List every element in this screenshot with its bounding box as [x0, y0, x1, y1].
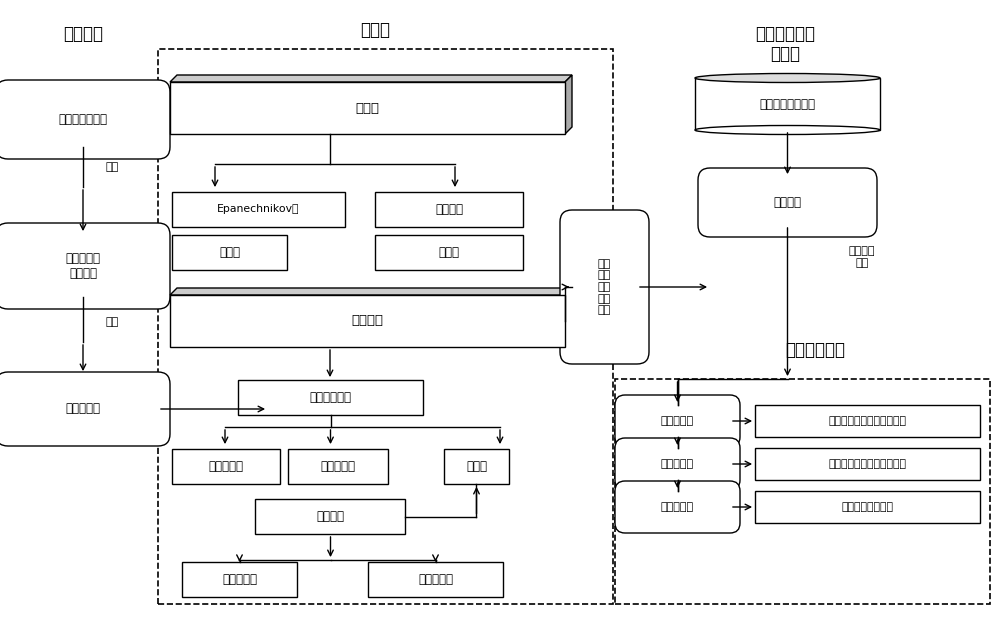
Ellipse shape	[695, 126, 880, 134]
Bar	[615, 379, 990, 604]
Ellipse shape	[695, 73, 880, 83]
Polygon shape	[565, 288, 572, 347]
Text: 质量控制试验
与分析: 质量控制试验 与分析	[755, 25, 815, 63]
Text: 检错率验证: 检错率验证	[661, 502, 694, 512]
Text: 地面气温观测资料: 地面气温观测资料	[760, 98, 816, 111]
Text: 白适应方法: 白适应方法	[418, 573, 453, 586]
Bar	[375, 192, 523, 227]
FancyBboxPatch shape	[698, 168, 877, 237]
Text: 单站点及多站点基础性试验: 单站点及多站点基础性试验	[829, 416, 907, 426]
Text: 粒子群方法: 粒子群方法	[222, 573, 257, 586]
Text: 核回归方法: 核回归方法	[66, 402, 100, 415]
Text: 交错鉴定法: 交错鉴定法	[208, 460, 243, 473]
Bar	[172, 235, 287, 270]
Polygon shape	[170, 288, 572, 295]
Bar	[170, 82, 565, 134]
Bar	[755, 405, 980, 437]
Bar	[288, 449, 388, 484]
FancyBboxPatch shape	[615, 395, 740, 447]
Text: 数学推导方式: 数学推导方式	[310, 391, 352, 404]
Text: 高斯核: 高斯核	[438, 246, 460, 259]
Text: 常用: 常用	[105, 317, 118, 327]
Text: 插入法: 插入法	[466, 460, 487, 473]
Bar	[695, 78, 880, 130]
Text: 回归预测: 回归预测	[774, 196, 802, 209]
Text: 窗宽选择: 窗宽选择	[351, 315, 383, 328]
Text: 双权重核: 双权重核	[435, 203, 463, 216]
FancyBboxPatch shape	[0, 372, 170, 446]
Bar	[182, 562, 297, 597]
Text: 优越性验证: 优越性验证	[661, 459, 694, 469]
FancyBboxPatch shape	[560, 210, 649, 364]
Text: 质量控制需求: 质量控制需求	[785, 341, 845, 359]
Text: 关键点: 关键点	[360, 21, 390, 39]
Text: 权函数回归
估计方法: 权函数回归 估计方法	[66, 252, 100, 280]
Text: 延伸: 延伸	[105, 162, 118, 172]
Bar	[755, 491, 980, 523]
FancyBboxPatch shape	[0, 80, 170, 159]
Bar	[172, 192, 345, 227]
Text: 三角核: 三角核	[219, 246, 240, 259]
Bar	[170, 295, 565, 347]
Polygon shape	[565, 75, 572, 134]
Bar	[255, 499, 405, 534]
Bar	[755, 448, 980, 480]
Bar	[172, 449, 280, 484]
Text: 改进试验及对比试验与分析: 改进试验及对比试验与分析	[829, 459, 907, 469]
Text: Epanechnikov核: Epanechnikov核	[217, 205, 300, 215]
FancyBboxPatch shape	[0, 223, 170, 309]
FancyBboxPatch shape	[615, 481, 740, 533]
Bar	[368, 562, 503, 597]
Bar	[375, 235, 523, 270]
Bar	[444, 449, 509, 484]
Text: 回归方法
应用: 回归方法 应用	[849, 246, 875, 268]
Text: 惩罚函数法: 惩罚函数法	[320, 460, 356, 473]
Text: 质量控制能力分析: 质量控制能力分析	[842, 502, 894, 512]
FancyBboxPatch shape	[615, 438, 740, 490]
Text: 普适性验证: 普适性验证	[661, 416, 694, 426]
Text: 非参数回归方法: 非参数回归方法	[58, 113, 108, 126]
Text: 优化方法: 优化方法	[316, 510, 344, 523]
Polygon shape	[170, 75, 572, 82]
Text: 核函数: 核函数	[355, 101, 379, 114]
Bar	[158, 49, 613, 604]
Text: 选取
高斯
核及
改进
方法: 选取 高斯 核及 改进 方法	[598, 259, 611, 315]
Text: 方法引入: 方法引入	[63, 25, 103, 43]
Bar	[238, 380, 423, 415]
